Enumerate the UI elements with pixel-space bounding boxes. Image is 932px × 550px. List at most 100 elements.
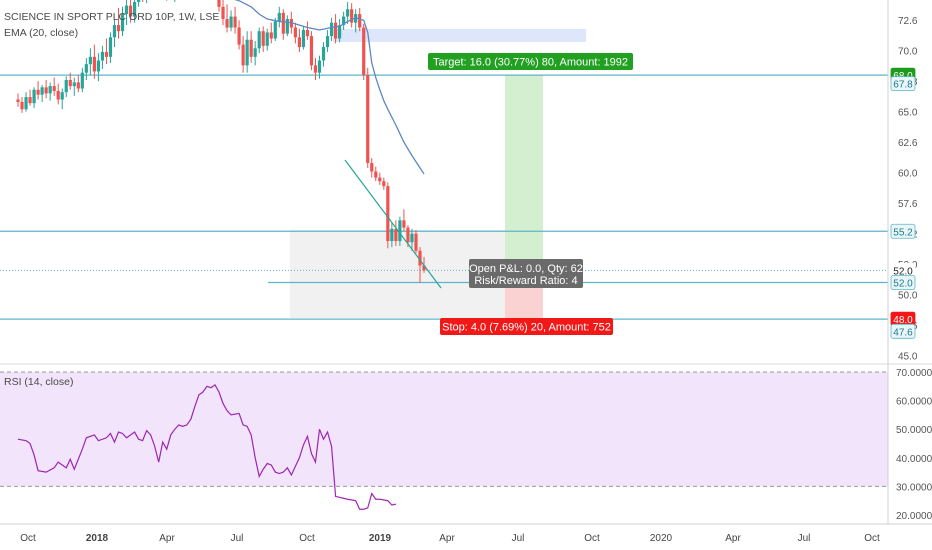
candle xyxy=(229,10,233,32)
rsi-band-fill xyxy=(0,372,888,487)
time-tick-label: Oct xyxy=(299,533,315,544)
candle xyxy=(80,67,84,93)
candles-group xyxy=(16,0,426,283)
candle-body xyxy=(321,47,326,61)
price-tick-label: 57.6 xyxy=(898,199,918,210)
price-badge: 67.8 xyxy=(890,76,916,92)
candle xyxy=(297,28,301,52)
candle xyxy=(390,222,394,248)
candle xyxy=(338,19,342,43)
candle xyxy=(233,6,237,34)
price-badge-box xyxy=(890,76,916,92)
candle xyxy=(285,15,289,37)
candle xyxy=(265,28,269,51)
time-tick-label: Jul xyxy=(798,533,811,544)
candle-body xyxy=(72,82,76,87)
candle-body xyxy=(68,80,72,87)
candle-body xyxy=(305,29,310,37)
candle xyxy=(321,42,326,67)
time-tick-label: Apr xyxy=(159,533,175,544)
time-tick-label: Oct xyxy=(20,533,36,544)
candle xyxy=(402,209,406,232)
candle-body xyxy=(116,25,121,32)
candle xyxy=(313,58,318,80)
candle xyxy=(301,26,306,50)
candle-body xyxy=(80,72,84,89)
symbol-title: SCIENCE IN SPORT PLC ORD 10P, 1W, LSE xyxy=(4,11,220,23)
price-badge-text: 47.6 xyxy=(893,327,913,338)
candle xyxy=(24,92,28,112)
candle-body xyxy=(52,86,56,91)
candle xyxy=(293,22,297,44)
candle-body xyxy=(108,37,113,57)
candle-body xyxy=(40,87,44,95)
candle-body xyxy=(386,186,390,242)
candle-body xyxy=(350,9,354,23)
candle xyxy=(418,247,422,283)
candle-body xyxy=(104,51,109,57)
candle-body xyxy=(124,5,129,15)
candle-body xyxy=(253,48,257,57)
candle xyxy=(52,77,56,96)
candle-body xyxy=(137,0,141,2)
candle-body xyxy=(28,97,32,104)
price-badge-text: 55.2 xyxy=(893,227,913,238)
candle xyxy=(60,88,64,110)
price-tick-label: 70.0 xyxy=(898,47,918,58)
stop-label: Stop: 4.0 (7.69%) 20, Amount: 752 xyxy=(440,318,613,335)
rsi-legend-label: RSI (14, close) xyxy=(4,376,74,388)
candle xyxy=(366,67,370,168)
candle xyxy=(245,31,249,73)
candle-body xyxy=(410,233,414,243)
candle xyxy=(277,6,281,28)
candle-body xyxy=(257,31,261,49)
candle-body xyxy=(285,19,289,34)
price-tick-label: 45.0 xyxy=(898,352,918,363)
time-tick-label: Oct xyxy=(584,533,600,544)
candle xyxy=(221,0,225,26)
price-badge-box xyxy=(890,223,916,239)
candle xyxy=(64,76,68,98)
range-box-top xyxy=(333,29,586,42)
candle xyxy=(20,97,24,113)
candle-body xyxy=(374,171,378,178)
candle-body xyxy=(64,80,68,93)
candle-body xyxy=(84,64,88,73)
candle xyxy=(225,4,229,33)
candle-body xyxy=(245,39,249,66)
candle-body xyxy=(120,14,125,32)
candle-body xyxy=(333,22,338,39)
candle xyxy=(137,0,141,7)
candle-body xyxy=(342,16,346,26)
candle xyxy=(124,0,129,26)
candle-body xyxy=(414,233,418,251)
rsi-tick-label: 40.0000 xyxy=(896,454,932,465)
candle-body xyxy=(237,27,241,45)
candle xyxy=(317,55,322,79)
candle-body xyxy=(273,21,277,39)
candle xyxy=(84,58,88,80)
price-badge-text: 52.0 xyxy=(893,266,913,277)
candle-body xyxy=(241,44,245,66)
candle-body xyxy=(221,6,225,19)
candle xyxy=(16,93,20,107)
candle-body xyxy=(269,32,273,39)
trend-line xyxy=(344,159,442,289)
candle xyxy=(325,29,330,52)
time-tick-label: Apr xyxy=(725,533,741,544)
rsi-line xyxy=(17,383,397,510)
candle xyxy=(414,230,418,254)
price-tick-label: 50.0 xyxy=(898,291,918,302)
price-badge-box xyxy=(890,323,916,339)
candle-body xyxy=(382,181,386,187)
candle xyxy=(92,44,96,79)
candle xyxy=(374,166,378,182)
target-label: Target: 16.0 (30.77%) 80, Amount: 1992 xyxy=(428,53,633,70)
candle xyxy=(48,82,52,101)
candle xyxy=(76,75,80,93)
candle-body xyxy=(76,82,80,89)
price-tick-label: 65.0 xyxy=(898,108,918,119)
rsi-tick-label: 70.0000 xyxy=(896,368,932,379)
candle-body xyxy=(225,19,229,28)
candle xyxy=(104,38,109,65)
